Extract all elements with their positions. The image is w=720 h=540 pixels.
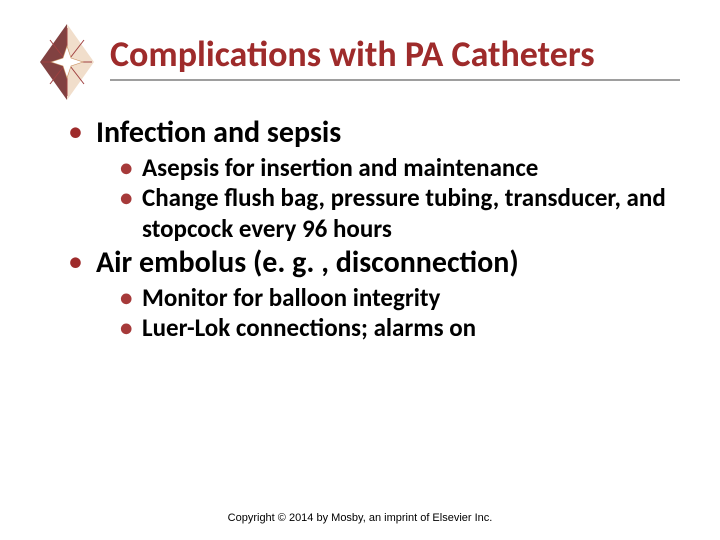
slide: Complications with PA Catheters Infectio…	[0, 0, 720, 540]
bullet-sublist: Monitor for balloon integrity Luer-Lok c…	[96, 283, 680, 344]
bullet-lvl2: Luer-Lok connections; alarms on	[120, 313, 680, 344]
bullet-list: Infection and sepsis Asepsis for inserti…	[68, 116, 680, 344]
bullet-lvl2: Monitor for balloon integrity	[120, 283, 680, 314]
title-block: Complications with PA Catheters	[110, 28, 680, 81]
bullet-lvl1-text: Air embolus (e. g. , disconnection)	[96, 244, 519, 281]
starburst-icon	[32, 22, 102, 102]
bullet-lvl1: Infection and sepsis Asepsis for inserti…	[68, 116, 680, 244]
slide-title: Complications with PA Catheters	[110, 34, 680, 75]
copyright-footer: Copyright © 2014 by Mosby, an imprint of…	[0, 512, 720, 524]
bullet-lvl2: Change flush bag, pressure tubing, trans…	[120, 183, 680, 244]
bullet-sublist: Asepsis for insertion and maintenance Ch…	[96, 153, 680, 245]
title-underline	[110, 79, 680, 81]
bullet-lvl1-text: Infection and sepsis	[96, 114, 341, 151]
slide-content: Infection and sepsis Asepsis for inserti…	[40, 116, 680, 344]
slide-header: Complications with PA Catheters	[40, 28, 680, 102]
bullet-lvl1: Air embolus (e. g. , disconnection) Moni…	[68, 246, 680, 344]
bullet-lvl2: Asepsis for insertion and maintenance	[120, 153, 680, 184]
